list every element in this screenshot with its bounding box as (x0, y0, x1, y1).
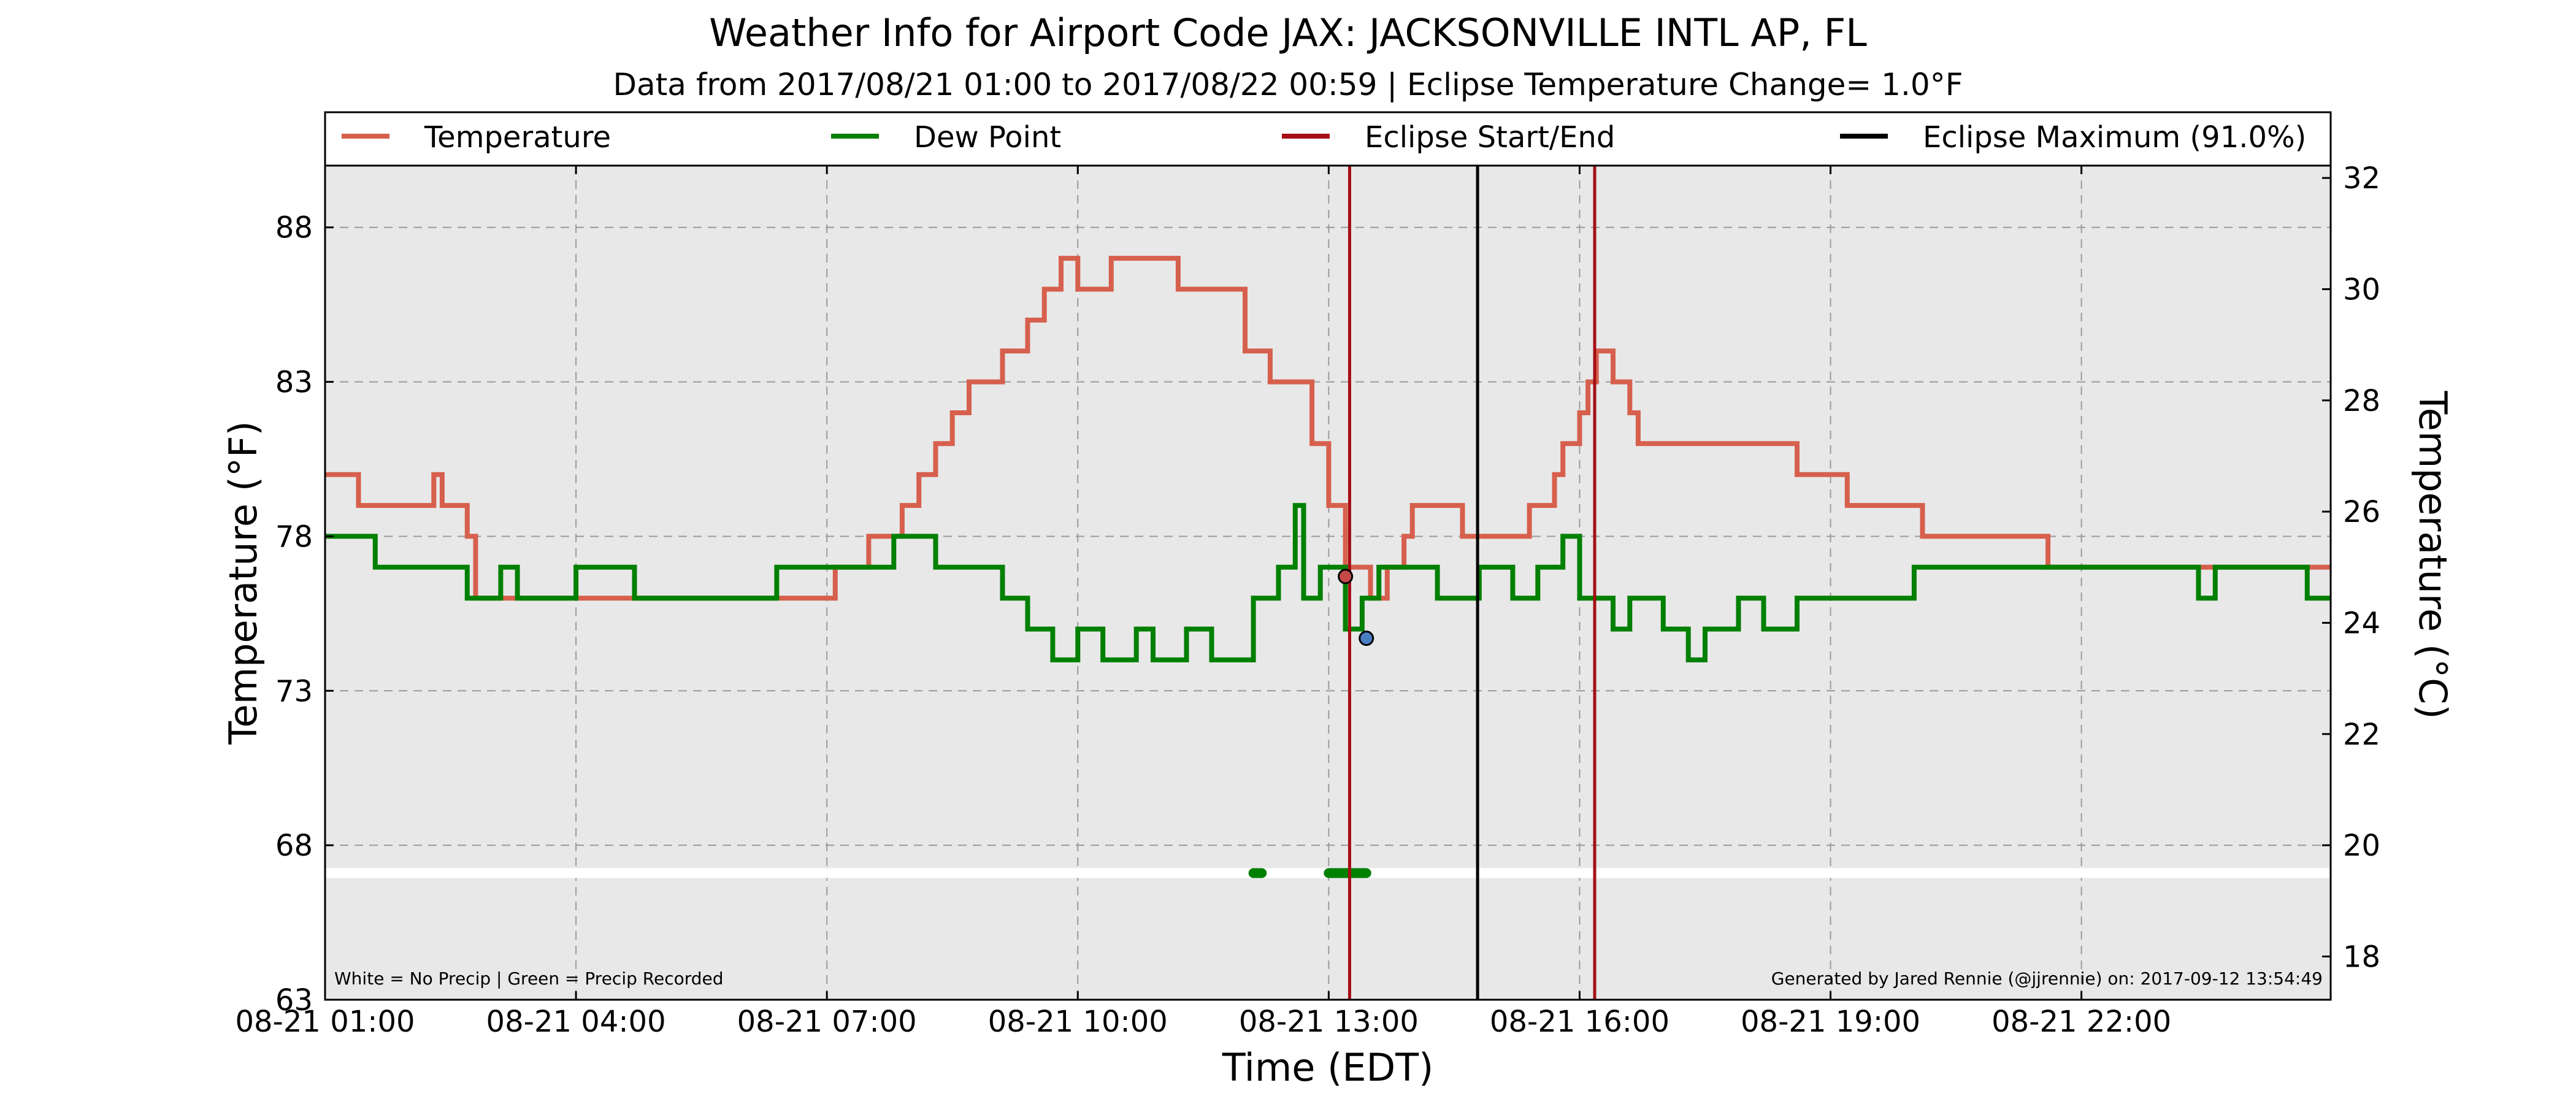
x-tick-label: 08-21 04:00 (486, 1005, 666, 1039)
series-group (325, 256, 2331, 662)
y-tick-label-right: 20 (2343, 829, 2380, 863)
dew-point-line (325, 503, 2331, 662)
chart-subtitle: Data from 2017/08/21 01:00 to 2017/08/22… (613, 67, 1963, 102)
legend-label: Eclipse Start/End (1365, 120, 1615, 155)
x-tick-label: 08-21 16:00 (1490, 1005, 1669, 1039)
y-axis-left-label: Temperature (°F) (221, 421, 266, 745)
plot-area (325, 166, 2331, 1000)
x-tick-label: 08-21 22:00 (1991, 1005, 2171, 1039)
y-tick-label-left: 73 (275, 674, 313, 708)
eclipse-marker (1338, 569, 1354, 585)
y-tick-label-left: 78 (275, 519, 313, 554)
x-tick-label: 08-21 13:00 (1239, 1005, 1419, 1039)
y-axis-left: 88 83 78 73 68 63 (275, 211, 334, 1018)
x-tick-label: 08-21 19:00 (1741, 1005, 1920, 1039)
x-axis: 08-21 01:00 08-21 04:00 08-21 07:00 08-21 1… (235, 166, 2171, 1039)
y-tick-label-right: 28 (2343, 384, 2380, 418)
y-axis-right-label: Temperature (°C) (2410, 390, 2455, 719)
y-tick-label-right: 30 (2343, 272, 2380, 307)
chart-title: Weather Info for Airport Code JAX: JACKS… (709, 10, 1867, 55)
generated-footnote: Generated by Jared Rennie (@jjrennie) on… (1771, 968, 2323, 989)
y-tick-label-left: 68 (275, 829, 313, 863)
y-tick-label-left: 63 (275, 983, 313, 1018)
y-tick-label-right: 18 (2343, 940, 2380, 974)
x-tick-label: 08-21 01:00 (235, 1005, 415, 1039)
legend: Temperature Dew Point Eclipse Start/End Ecl… (342, 120, 2306, 155)
legend-label: Eclipse Maximum (91.0%) (1923, 120, 2306, 155)
legend-label: Dew Point (914, 120, 1061, 155)
y-tick-label-left: 83 (275, 366, 313, 400)
temperature-line (325, 256, 2331, 601)
y-tick-label-right: 32 (2343, 161, 2380, 196)
y-axis-right: 32 30 28 26 24 22 20 18 (2322, 161, 2380, 974)
x-tick-label: 08-21 10:00 (988, 1005, 1168, 1039)
y-tick-label-left: 88 (275, 211, 313, 245)
eclipse-marker (1359, 631, 1374, 646)
y-tick-label-right: 22 (2343, 718, 2380, 752)
x-axis-label: Time (EDT) (1222, 1045, 1434, 1090)
precip-footnote: White = No Precip | Green = Precip Recor… (334, 968, 724, 989)
x-tick-label: 08-21 07:00 (737, 1005, 917, 1039)
y-tick-label-right: 26 (2343, 495, 2380, 529)
legend-label: Temperature (424, 120, 611, 155)
y-tick-label-right: 24 (2343, 606, 2380, 640)
eclipse-markers (1338, 569, 1374, 646)
